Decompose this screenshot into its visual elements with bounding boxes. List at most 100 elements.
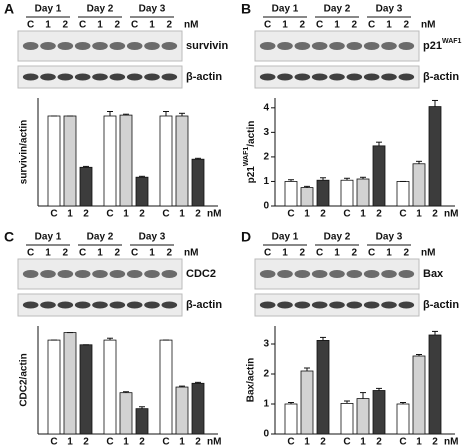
x-tick-label: C xyxy=(162,437,169,448)
x-tick-label: C xyxy=(50,437,57,448)
x-tick-label: 1 xyxy=(304,209,310,220)
x-tick-label: 2 xyxy=(376,437,382,448)
bar xyxy=(119,392,133,435)
x-tick-label: 2 xyxy=(139,437,145,448)
lane-label: C xyxy=(79,248,86,259)
bar xyxy=(396,181,410,207)
blot-band xyxy=(381,42,397,50)
blot-band xyxy=(22,42,39,50)
bar xyxy=(396,403,410,435)
bar xyxy=(428,106,442,207)
blot-band xyxy=(92,270,108,278)
bar xyxy=(300,187,314,207)
x-tick-label: 2 xyxy=(83,209,89,220)
bar xyxy=(47,339,61,435)
bar xyxy=(175,386,189,435)
x-unit-label: nM xyxy=(444,437,458,448)
x-tick-label: 2 xyxy=(376,209,382,220)
blot-band xyxy=(294,42,311,50)
band-label: CDC2 xyxy=(186,268,216,280)
lane-label: 2 xyxy=(352,20,358,31)
day-label: Day 3 xyxy=(376,232,403,243)
y-axis-label: p21WAF1/actin xyxy=(243,121,257,184)
blot-band xyxy=(109,301,126,309)
x-tick-label: 1 xyxy=(416,209,422,220)
band-label: p21WAF1 xyxy=(423,38,462,52)
blot-band xyxy=(277,301,293,309)
bar xyxy=(63,115,77,207)
lane-label: 2 xyxy=(63,248,69,259)
blot-band xyxy=(259,42,276,50)
x-tick-label: 2 xyxy=(432,437,438,448)
blot-band xyxy=(294,270,311,278)
x-tick-label: 1 xyxy=(123,437,129,448)
blot-band xyxy=(57,301,74,309)
day-label: Day 1 xyxy=(272,4,299,15)
panel-letter: B xyxy=(241,1,251,17)
blot-band xyxy=(92,73,108,81)
y-tick-label: 2 xyxy=(263,152,269,163)
blot-band xyxy=(259,301,276,309)
x-tick-label: C xyxy=(106,209,113,220)
blot-band xyxy=(398,42,415,50)
lane-label: 1 xyxy=(97,20,103,31)
bar xyxy=(135,176,149,207)
y-tick-label: 1 xyxy=(263,176,269,187)
lane-label: C xyxy=(316,248,323,259)
x-tick-label: 2 xyxy=(139,209,145,220)
lane-label: C xyxy=(79,20,86,31)
lane-label: 2 xyxy=(300,20,306,31)
blot-band xyxy=(144,73,160,81)
blot-band xyxy=(22,73,39,81)
blot-band xyxy=(259,73,276,81)
unit-label: nM xyxy=(184,248,198,259)
day-label: Day 1 xyxy=(272,232,299,243)
lane-label: C xyxy=(27,20,34,31)
lane-label: 2 xyxy=(404,248,410,259)
blot-band xyxy=(294,301,311,309)
blot-band xyxy=(161,73,178,81)
unit-label: nM xyxy=(184,20,198,31)
panel-letter: C xyxy=(4,229,14,245)
x-tick-label: 1 xyxy=(67,437,73,448)
bar xyxy=(412,355,426,435)
blot-band xyxy=(161,301,178,309)
bar xyxy=(47,115,61,207)
x-tick-label: 1 xyxy=(67,209,73,220)
blot-band xyxy=(346,270,363,278)
bar xyxy=(119,114,133,207)
bar xyxy=(159,115,173,207)
y-axis-label: survivin/actin xyxy=(19,120,30,184)
lane-label: 2 xyxy=(352,248,358,259)
bar xyxy=(79,344,93,435)
lane-label: 1 xyxy=(149,20,155,31)
blot-band xyxy=(363,301,380,309)
blot-band xyxy=(126,301,143,309)
blot-band xyxy=(294,73,311,81)
lane-label: C xyxy=(27,248,34,259)
bar xyxy=(79,166,93,207)
x-tick-label: 2 xyxy=(320,437,326,448)
blot-band xyxy=(126,73,143,81)
blot-band xyxy=(311,270,328,278)
y-tick-label: 3 xyxy=(263,127,269,138)
lane-label: 1 xyxy=(149,248,155,259)
blot-band xyxy=(92,42,108,50)
lane-label: 2 xyxy=(63,20,69,31)
x-tick-label: C xyxy=(287,437,294,448)
unit-label: nM xyxy=(421,20,435,31)
bar xyxy=(284,403,298,435)
blot-band xyxy=(22,301,39,309)
y-tick-label: 1 xyxy=(263,399,269,410)
bar xyxy=(428,334,442,435)
x-tick-label: C xyxy=(162,209,169,220)
blot-band xyxy=(398,73,415,81)
bar xyxy=(159,339,173,435)
lane-label: C xyxy=(131,248,138,259)
x-tick-label: C xyxy=(106,437,113,448)
blot-band xyxy=(161,42,178,50)
blot-band xyxy=(311,73,328,81)
